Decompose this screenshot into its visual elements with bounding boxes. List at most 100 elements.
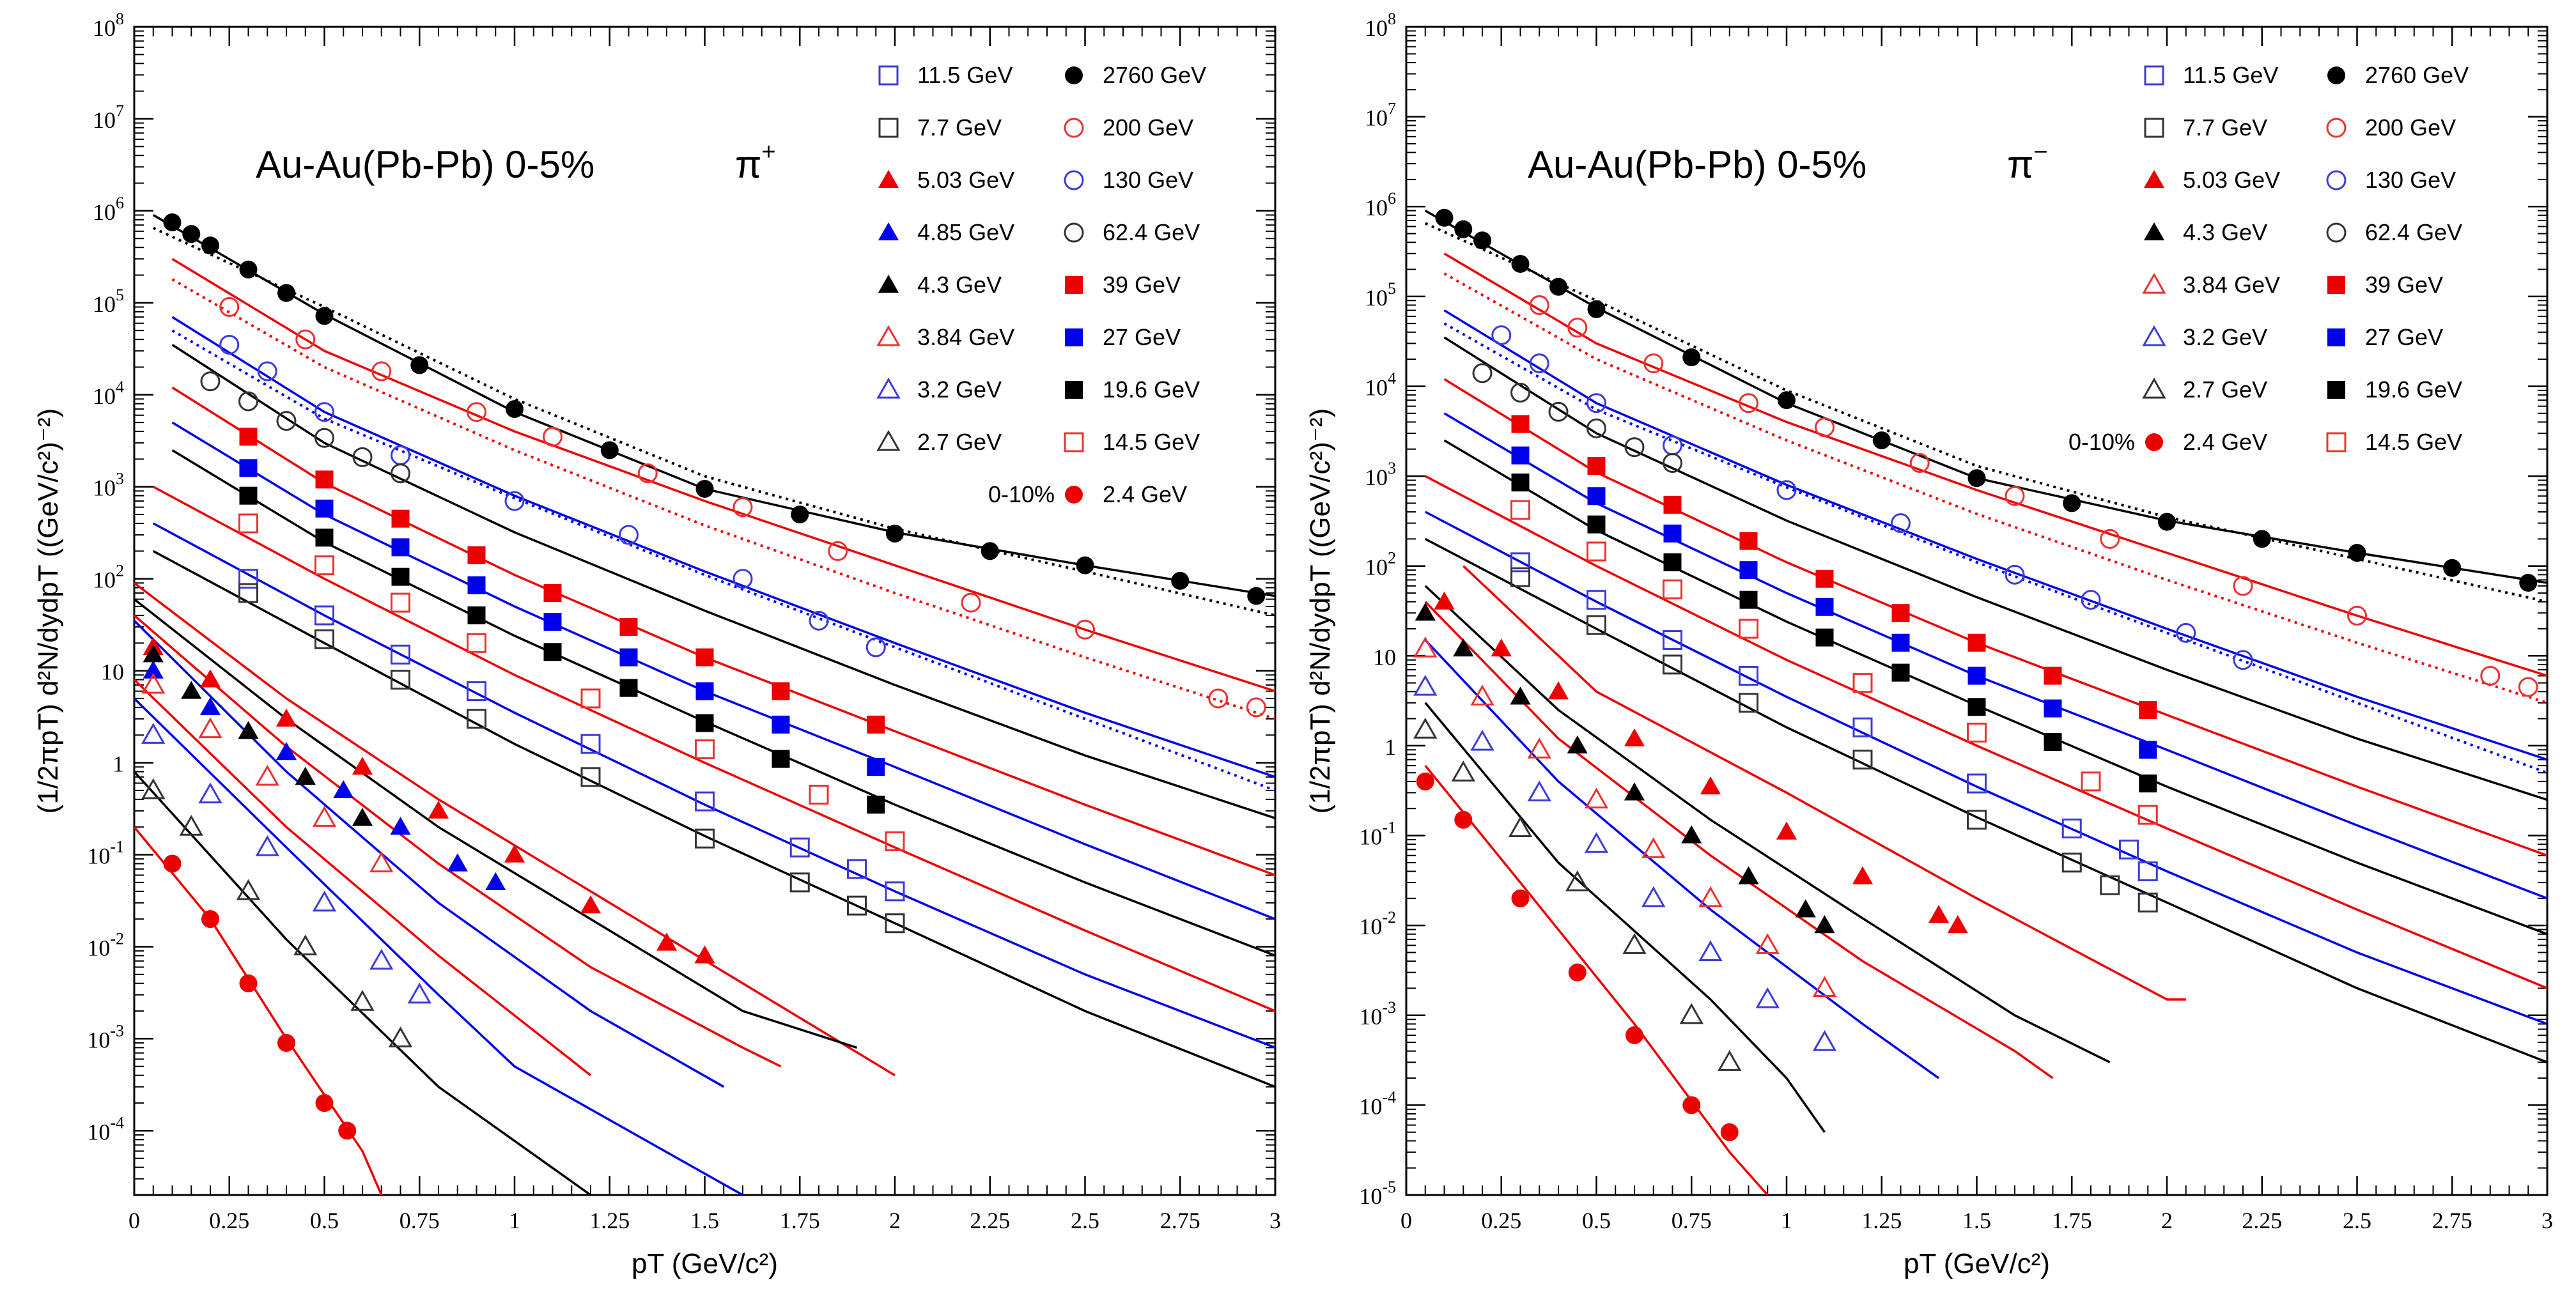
data-point [201,236,219,255]
data-point [789,837,810,858]
legend-marker [2326,432,2347,452]
y-tick-label: 107 [1365,100,1396,131]
legend-marker [2143,222,2165,241]
data-point [600,441,619,459]
data-point [2061,818,2082,838]
model-curve [134,582,896,1077]
data-point [238,721,259,739]
y-tick-label: 108 [1365,10,1396,41]
data-point [886,524,904,543]
data-point [1529,295,1549,315]
data-point [1510,552,1530,573]
data-point [1511,254,1530,273]
data-point [315,1094,334,1113]
data-point [1663,579,1682,599]
legend-marker [1064,118,1084,138]
data-point [543,643,562,661]
data-point [277,284,295,302]
data-point [1891,663,1910,682]
y-tick-label: 1 [1385,734,1396,760]
data-points [1413,208,2538,1141]
data-point [338,1122,357,1140]
legend-marker [876,325,901,346]
data-point [1584,832,1609,853]
data-point [1624,782,1645,801]
x-tick-label: 1.25 [589,1208,630,1233]
model-curve [1424,639,1940,1079]
data-point [2044,667,2062,685]
data-point [1472,363,1493,383]
data-point [467,402,486,422]
data-point [867,715,885,734]
data-point [1967,633,1986,652]
x-tick-label: 1.75 [2052,1208,2092,1233]
data-point [1778,391,1796,410]
model-curve [134,697,743,1195]
data-point [1587,590,1606,610]
data-point [467,576,486,594]
data-point [2044,699,2062,718]
data-point [772,715,790,734]
y-tick-label: 10-1 [87,838,124,869]
y-tick-label: 103 [93,470,124,501]
data-point [1739,561,1758,580]
legend-marker [2327,276,2345,294]
data-point [1246,697,1266,718]
data-point [1776,480,1797,500]
data-point [1698,886,1723,907]
x-tick-label: 0.75 [1672,1208,1712,1233]
data-point [239,459,258,477]
data-point [314,605,334,626]
data-point [1700,776,1721,795]
data-point [1491,638,1512,657]
x-tick-label: 1.5 [690,1208,719,1233]
legend-marker [2145,433,2163,451]
data-point [238,583,258,603]
legend-label: 2760 GeV [2365,62,2469,88]
model-curves [134,213,1275,1195]
data-point [2139,741,2157,759]
data-point [1529,353,1549,374]
legend-prefix: 0-10% [988,481,1055,507]
y-tick-label: 10-3 [87,1021,124,1052]
x-tick-label: 0.5 [1582,1208,1611,1233]
legend-label: 4.3 GeV [917,272,1002,298]
legend-label: 27 GeV [1103,324,1181,350]
data-point [1208,688,1229,709]
model-curve [134,598,858,1049]
data-point [391,567,410,586]
data-point [141,723,166,744]
legend-label: 2.7 GeV [2183,376,2267,403]
data-point [1698,940,1723,962]
y-tick-label: 104 [1365,369,1396,400]
x-tick-label: 1.5 [1962,1208,1991,1233]
x-tick-label: 1 [1781,1208,1792,1233]
data-point [981,542,999,560]
data-point [1967,698,1986,716]
x-axis-label: pT (GeV/c²) [632,1248,778,1279]
legend-label: 19.6 GeV [1103,376,1200,403]
data-point [238,391,258,412]
data-point [809,610,829,631]
data-point [1909,453,1930,474]
x-tick-label: 0 [128,1208,140,1233]
legend-label: 5.03 GeV [2183,167,2280,193]
panel-pi-minus: 0 0.25 0.5 0.75 1 1.25 1.5 1.75 2 2.25 2.5 2.75 3 108… [1305,10,2553,1279]
data-point [391,670,410,690]
data-point [352,757,373,775]
data-point [543,583,562,602]
legend-marker [878,65,899,86]
data-point [2119,839,2139,860]
data-point [239,428,258,446]
data-point [1947,915,1968,934]
data-point [163,213,182,231]
data-point [865,637,886,658]
data-point [2138,892,2158,913]
data-point [580,895,601,914]
data-point [580,688,601,709]
y-tick-label: 105 [93,286,124,317]
model-curve [171,258,1275,693]
data-point [695,791,715,812]
data-point [1739,693,1758,713]
